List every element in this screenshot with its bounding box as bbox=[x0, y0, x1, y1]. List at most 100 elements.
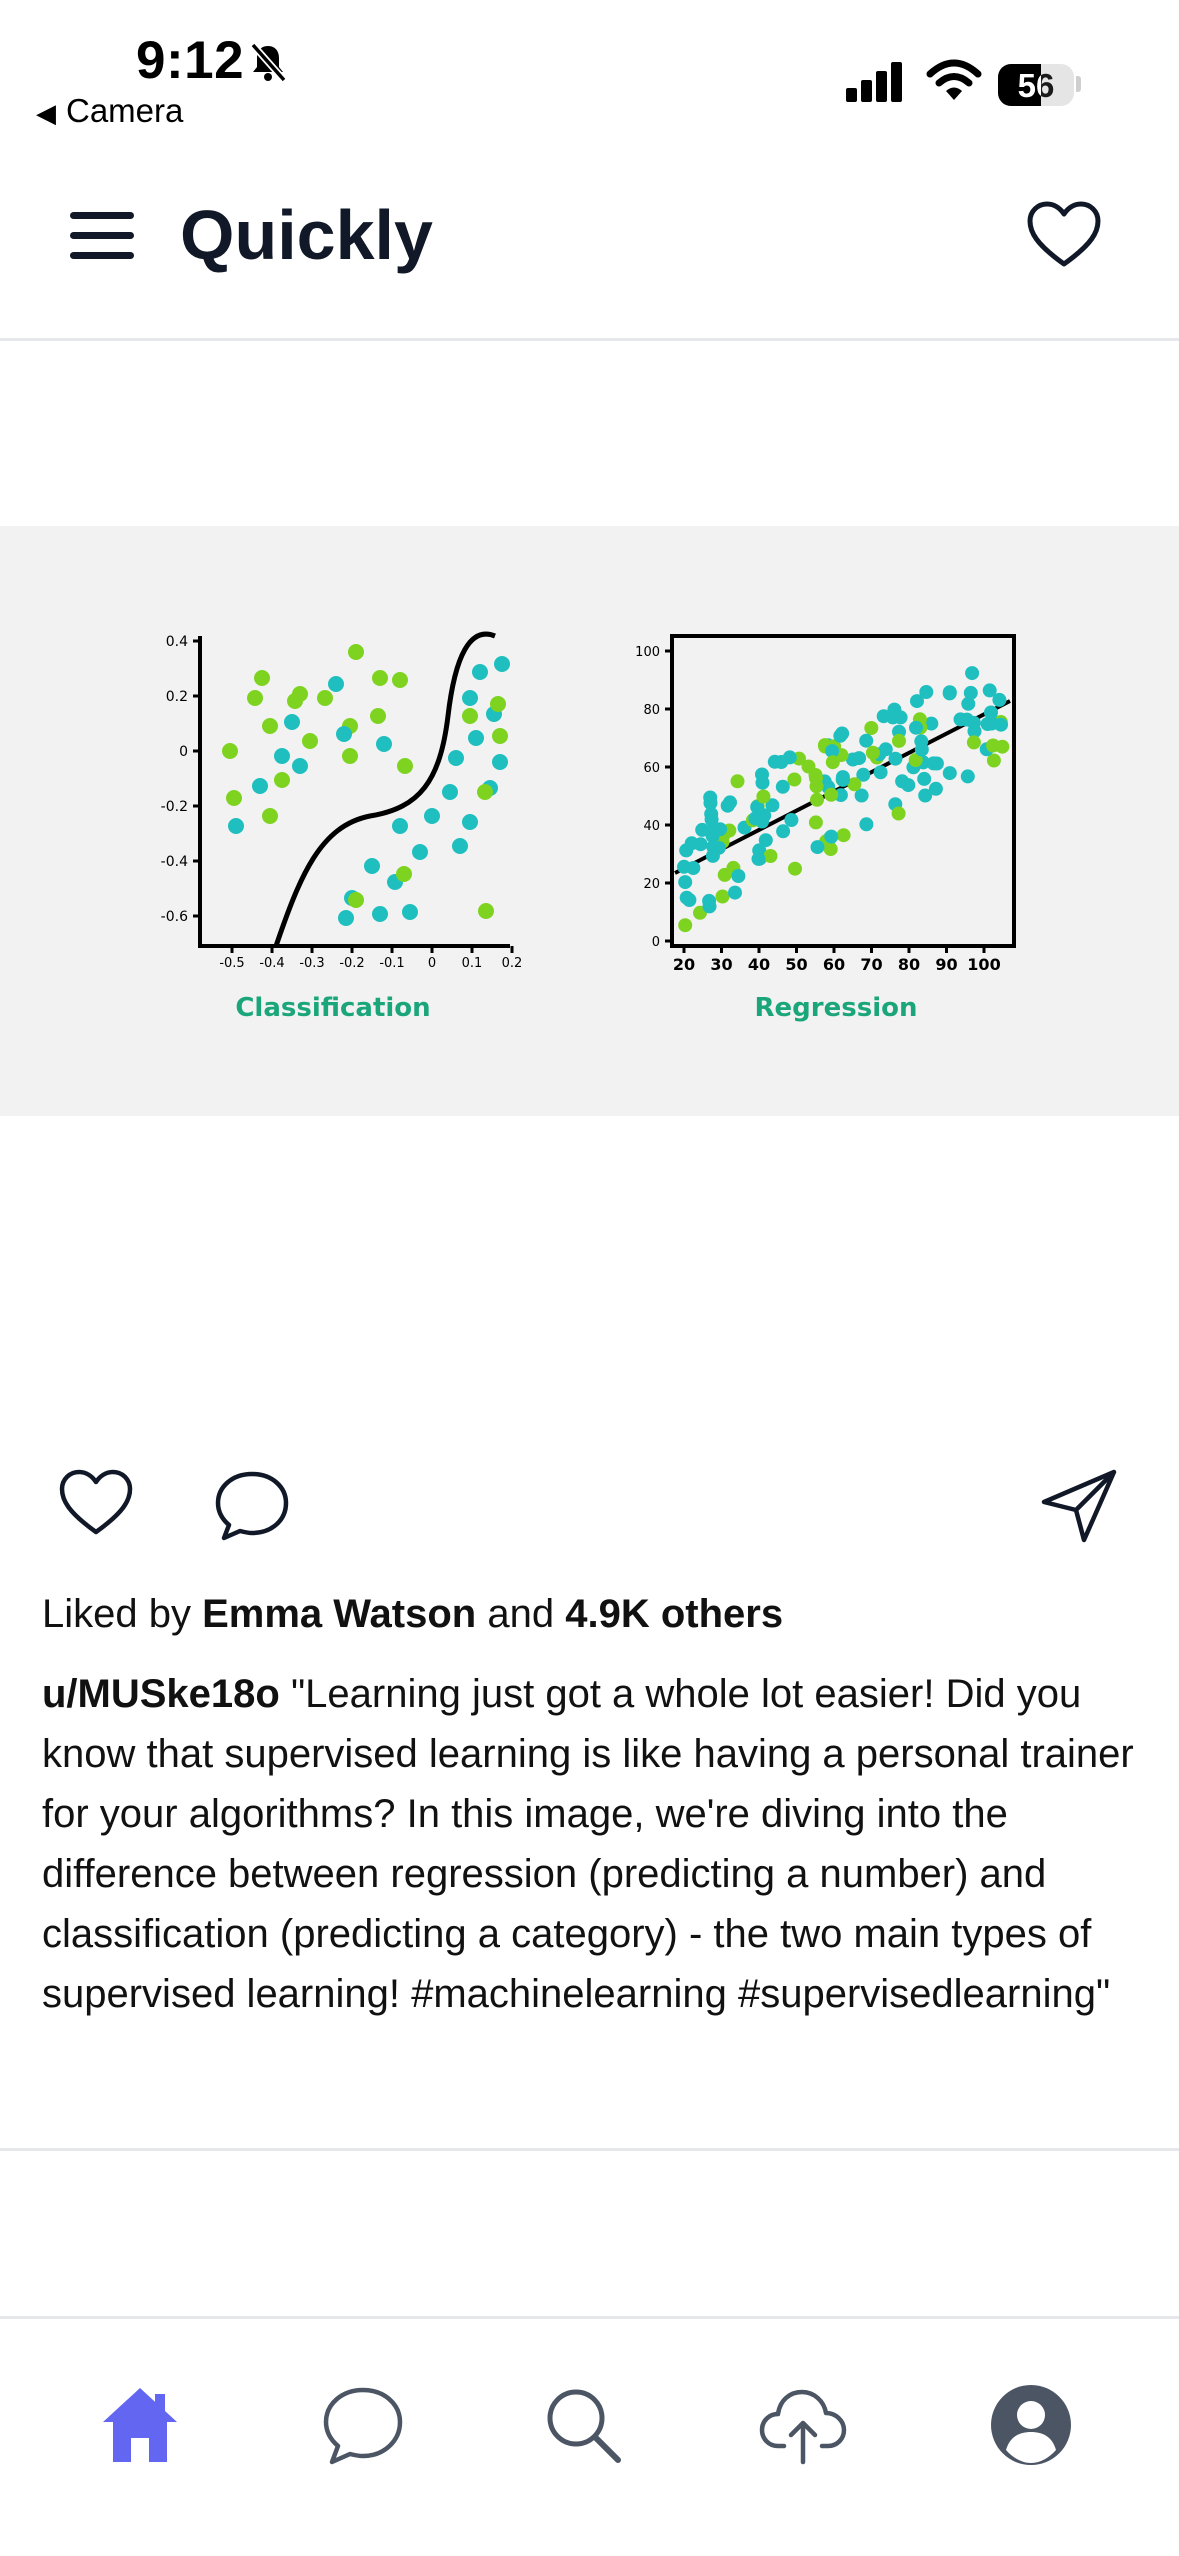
scatter-point bbox=[765, 798, 780, 813]
scatter-point bbox=[966, 735, 981, 750]
scatter-point bbox=[274, 748, 290, 764]
scatter-point bbox=[918, 788, 933, 803]
scatter-point bbox=[763, 849, 778, 863]
scatter-point bbox=[967, 724, 982, 739]
scatter-point bbox=[864, 721, 879, 735]
scatter-point bbox=[926, 756, 941, 771]
scatter-point bbox=[695, 822, 710, 837]
scatter-point bbox=[808, 815, 823, 830]
scatter-point bbox=[859, 817, 874, 832]
scatter-point bbox=[717, 867, 732, 882]
upload-icon[interactable] bbox=[758, 2380, 848, 2470]
menu-icon[interactable] bbox=[68, 208, 136, 269]
scatter-point bbox=[755, 775, 770, 790]
scatter-point bbox=[402, 904, 418, 920]
caption-username[interactable]: u/MUSke18o bbox=[42, 1672, 280, 1716]
comment-bubble-icon[interactable] bbox=[212, 1468, 292, 1549]
scatter-point bbox=[490, 696, 506, 712]
scatter-point bbox=[901, 778, 916, 793]
scatter-point bbox=[396, 866, 412, 882]
back-to-camera[interactable]: ◀ Camera bbox=[36, 92, 183, 130]
header-divider bbox=[0, 338, 1179, 341]
scatter-point bbox=[953, 712, 968, 727]
scatter-point bbox=[262, 718, 278, 734]
battery-level: 56 bbox=[1017, 67, 1055, 104]
scatter-point bbox=[677, 859, 691, 874]
x-tick-label: -0.2 bbox=[339, 956, 364, 971]
scatter-point bbox=[960, 769, 975, 784]
x-tick-label: -0.4 bbox=[259, 956, 284, 971]
post-divider bbox=[0, 2148, 1179, 2151]
scatter-point bbox=[859, 733, 874, 748]
share-send-icon[interactable] bbox=[1040, 1468, 1120, 1549]
scatter-point bbox=[317, 690, 333, 706]
liked-by-user[interactable]: Emma Watson bbox=[202, 1592, 477, 1636]
likes-others[interactable]: 4.9K others bbox=[565, 1592, 784, 1636]
app-title: Quickly bbox=[180, 196, 433, 274]
home-icon[interactable] bbox=[95, 2380, 185, 2470]
scatter-point bbox=[678, 875, 693, 890]
scatter-point bbox=[372, 906, 388, 922]
scatter-point bbox=[986, 753, 1001, 768]
x-tick-label: 40 bbox=[748, 955, 770, 974]
scatter-point bbox=[302, 733, 318, 749]
scatter-point bbox=[412, 844, 428, 860]
scatter-point bbox=[462, 814, 478, 830]
x-tick-label: 80 bbox=[898, 955, 920, 974]
x-tick-label: 90 bbox=[935, 955, 957, 974]
y-tick-label: 0 bbox=[179, 744, 188, 760]
scatter-point bbox=[854, 788, 869, 803]
favorites-heart-icon[interactable] bbox=[1026, 200, 1102, 275]
scatter-point bbox=[693, 837, 708, 852]
x-tick-label: 100 bbox=[967, 955, 1000, 974]
scatter-point bbox=[336, 726, 352, 742]
scatter-point bbox=[328, 676, 344, 692]
scatter-point bbox=[878, 742, 893, 757]
scatter-point bbox=[917, 771, 932, 786]
scatter-point bbox=[865, 745, 880, 760]
scatter-point bbox=[462, 690, 478, 706]
search-icon[interactable] bbox=[538, 2380, 628, 2470]
scatter-point bbox=[776, 824, 791, 839]
scatter-point bbox=[252, 778, 268, 794]
scatter-point bbox=[910, 694, 924, 709]
scatter-point bbox=[847, 777, 862, 792]
scatter-point bbox=[284, 714, 300, 730]
scatter-point bbox=[963, 685, 978, 700]
scatter-point bbox=[767, 754, 782, 769]
tab-bar-divider bbox=[0, 2316, 1179, 2319]
cellular-signal-icon bbox=[846, 60, 906, 109]
scatter-point bbox=[788, 861, 802, 876]
y-tick-label: -0.4 bbox=[161, 854, 188, 870]
scatter-point bbox=[292, 686, 308, 702]
x-tick-label: 60 bbox=[823, 955, 845, 974]
scatter-point bbox=[856, 767, 871, 782]
wifi-icon bbox=[926, 58, 982, 109]
classification-caption: Classification bbox=[235, 993, 430, 1023]
scatter-point bbox=[254, 670, 270, 686]
scatter-point bbox=[825, 755, 840, 770]
scatter-point bbox=[980, 717, 995, 731]
y-tick-label: 0.2 bbox=[166, 689, 188, 705]
scatter-point bbox=[784, 813, 799, 827]
scatter-point bbox=[705, 848, 720, 863]
scatter-point bbox=[247, 690, 263, 706]
x-tick-label: 20 bbox=[673, 955, 695, 974]
chat-icon[interactable] bbox=[318, 2380, 408, 2470]
x-tick-label: 0 bbox=[428, 956, 436, 971]
scatter-point bbox=[228, 818, 244, 834]
scatter-point bbox=[924, 716, 939, 731]
x-tick-label: 30 bbox=[710, 955, 732, 974]
profile-icon[interactable] bbox=[986, 2380, 1076, 2470]
y-tick-label: -0.6 bbox=[161, 909, 188, 925]
scatter-point bbox=[397, 758, 413, 774]
scatter-point bbox=[392, 672, 408, 688]
regression-chart: 100 80 60 40 20 0 20 30 40 50 60 70 80 90 100 Regress… bbox=[635, 634, 1016, 1023]
scatter-point bbox=[748, 811, 763, 826]
scatter-point bbox=[984, 705, 998, 720]
regression-caption: Regression bbox=[755, 993, 918, 1023]
x-tick-label: -0.3 bbox=[299, 956, 324, 971]
like-heart-icon[interactable] bbox=[58, 1468, 134, 1543]
scatter-point bbox=[893, 710, 908, 725]
scatter-point bbox=[364, 858, 380, 874]
